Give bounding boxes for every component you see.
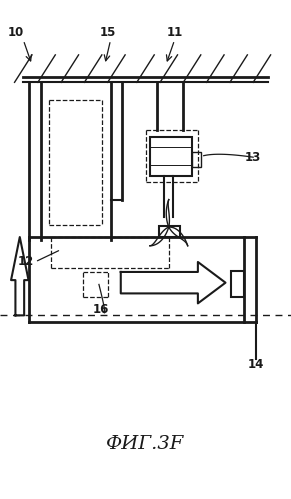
Text: 16: 16	[92, 303, 109, 316]
Bar	[192, 152, 201, 167]
Bar	[159, 226, 180, 237]
Bar	[150, 137, 192, 176]
Text: 12: 12	[18, 255, 34, 268]
Text: 11: 11	[166, 26, 183, 39]
Bar	[231, 271, 244, 297]
Text: ФИГ.3F: ФИГ.3F	[107, 435, 184, 453]
Text: 15: 15	[100, 26, 116, 39]
Text: 14: 14	[248, 358, 264, 371]
Text: 10: 10	[8, 26, 24, 39]
Text: 13: 13	[245, 151, 261, 164]
